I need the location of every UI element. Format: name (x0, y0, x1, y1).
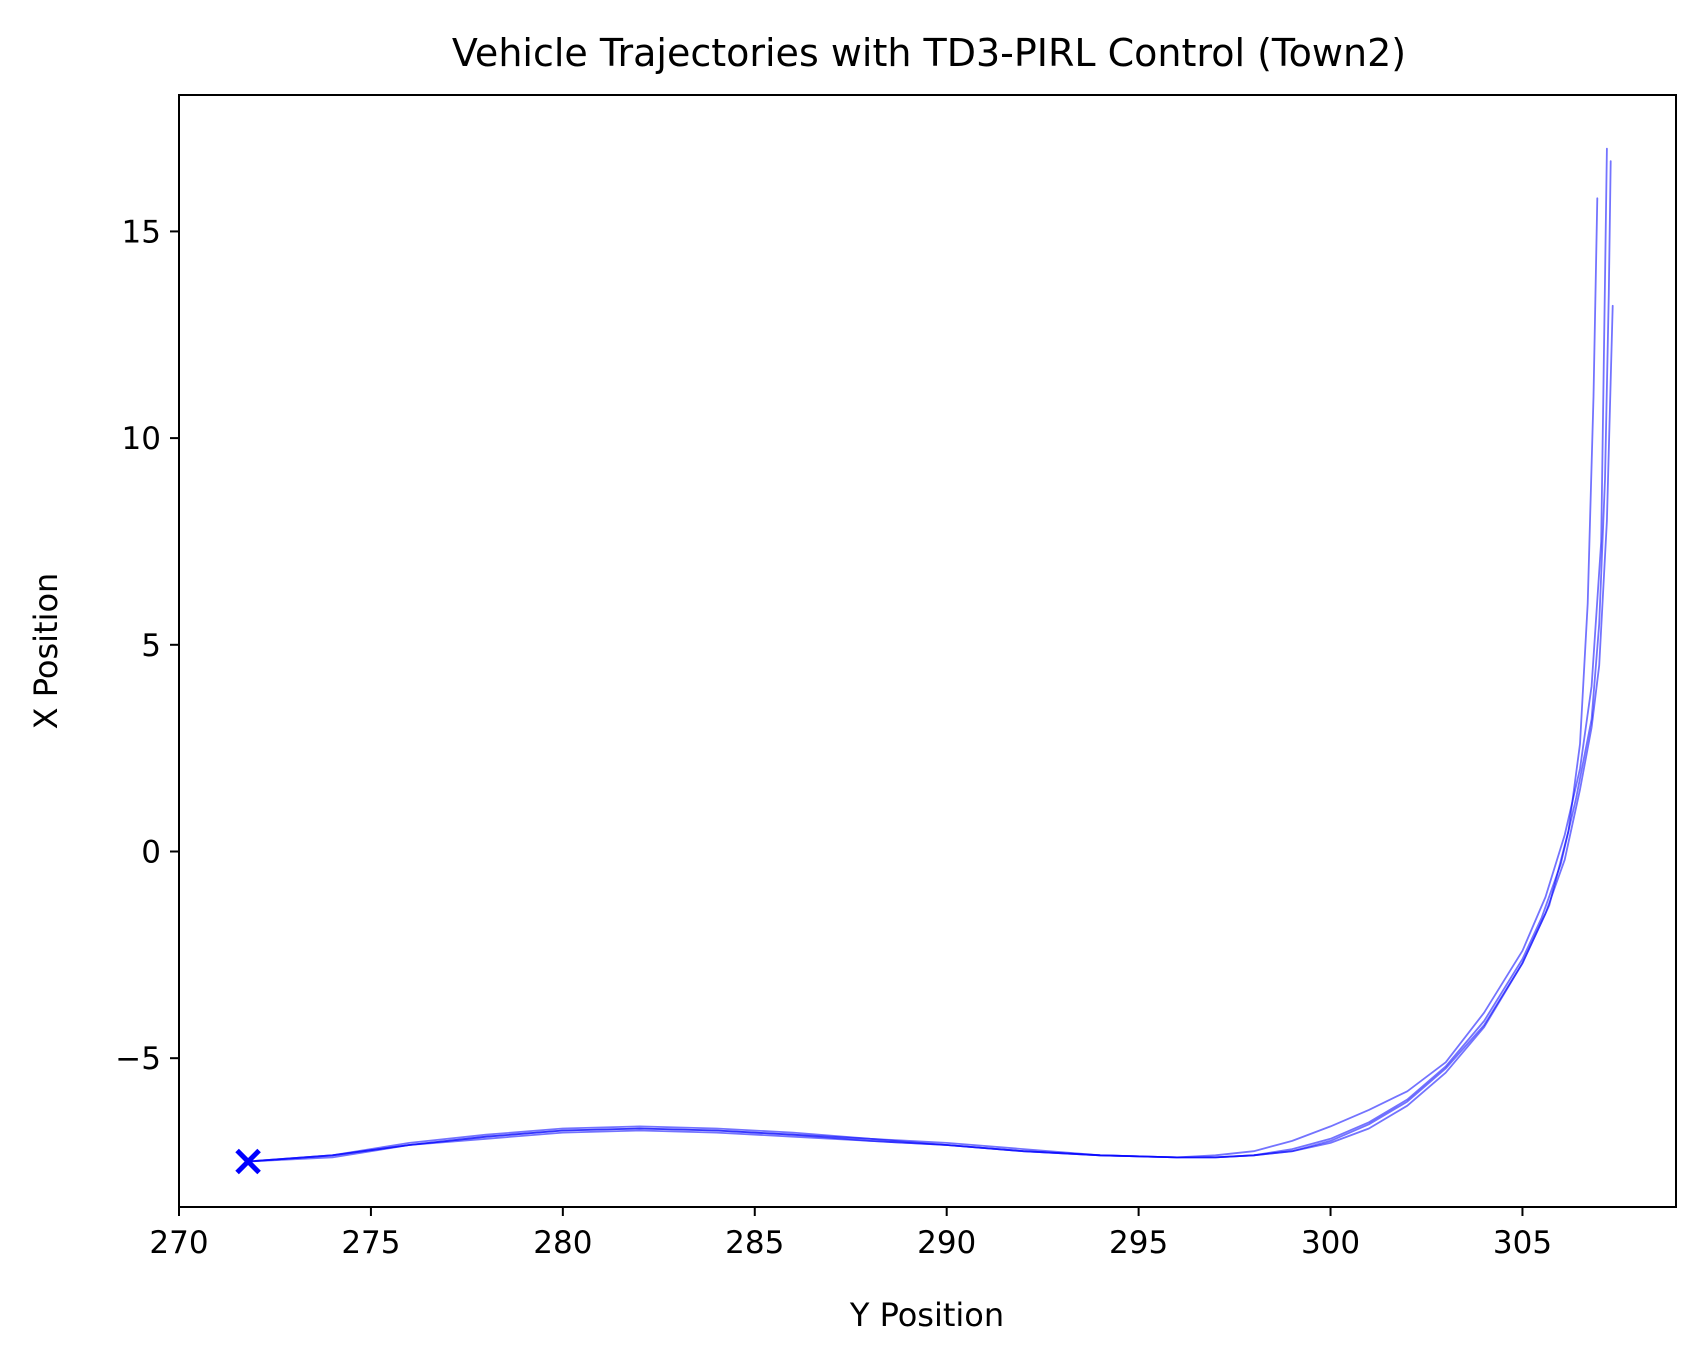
plot-frame (178, 94, 1677, 1208)
trajectory-line-4 (247, 304, 1614, 1163)
x-tick-label: 290 (917, 1225, 976, 1261)
plot-lines (247, 147, 1614, 1163)
x-tick-label: 275 (341, 1225, 400, 1261)
x-axis-label: Y Position (849, 1296, 1004, 1334)
x-tick-label: 280 (533, 1225, 592, 1261)
y-tick-label: −5 (115, 1041, 161, 1077)
trajectory-line-1 (247, 160, 1612, 1163)
start-marker (235, 1148, 261, 1175)
y-axis-label: X Position (27, 573, 65, 730)
start-marker-stroke-2 (235, 1148, 261, 1175)
trajectory-line-3 (247, 197, 1599, 1163)
trajectory-line-2 (247, 147, 1608, 1163)
x-tick-label: 295 (1109, 1225, 1168, 1261)
y-tick-label: 15 (122, 214, 161, 250)
x-tick-label: 270 (149, 1225, 208, 1261)
chart-title: Vehicle Trajectories with TD3-PIRL Contr… (452, 31, 1406, 75)
x-tick-label: 285 (725, 1225, 784, 1261)
x-axis-ticks: 270 275 280 285 290 295 300 305 (149, 1207, 1552, 1261)
x-tick-label: 300 (1301, 1225, 1360, 1261)
y-axis-ticks: −5 0 5 10 15 (115, 214, 179, 1077)
y-tick-label: 10 (122, 421, 161, 457)
x-tick-label: 305 (1493, 1225, 1552, 1261)
y-tick-label: 0 (141, 834, 161, 870)
y-tick-label: 5 (141, 628, 161, 664)
